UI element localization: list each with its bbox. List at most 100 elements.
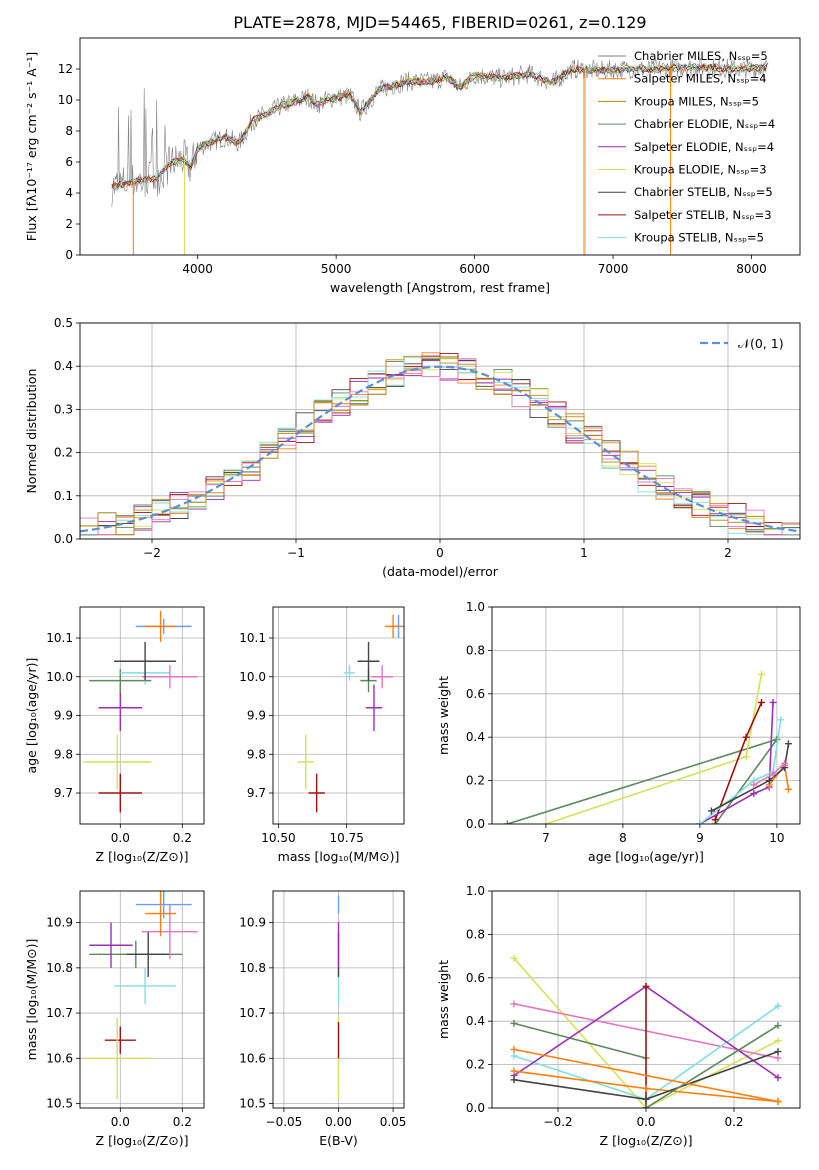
y-tick-label: 2 (65, 217, 73, 231)
legend-label: Salpeter MILES, Nₛₛₚ=4 (634, 72, 767, 86)
series-point-marker (758, 670, 765, 678)
series-point-marker (765, 777, 773, 785)
y-tick-label: 10.9 (46, 916, 73, 930)
y-axis-label: mass weight (436, 676, 451, 755)
histogram-series (80, 358, 800, 539)
series-point-marker (642, 1095, 650, 1103)
legend-label: Chabrier STELIB, Nₛₛₚ=5 (634, 185, 773, 199)
y-axis-label: Normed distribution (24, 369, 39, 494)
y-tick-label: 0.2 (54, 446, 73, 460)
plot-frame (272, 606, 405, 825)
plot-frame (491, 890, 801, 1109)
y-axis-label: Flux [fλ10⁻¹⁷ erg cm⁻² s⁻¹ A⁻¹] (24, 52, 39, 241)
series-line (513, 1022, 647, 1059)
x-tick-label: 2 (724, 546, 732, 560)
x-tick-label: 10.50 (261, 831, 295, 845)
x-tick-label: 8000 (736, 262, 767, 276)
x-tick-label: 9 (696, 831, 704, 845)
series-point-marker (503, 820, 511, 824)
normal-curve (80, 365, 800, 533)
x-axis-label: age [log₁₀(age/yr)] (588, 849, 704, 864)
chart-age_vs_mass: 10.50 10.75 9.7 9.8 9.9 10.0 10.1 mass [log₁₀(M… (239, 606, 405, 864)
series-point-marker (769, 698, 777, 706)
series-point-marker (510, 1019, 518, 1027)
plot-frame (272, 890, 405, 1109)
legend-label: Kroupa MILES, Nₛₛₚ=5 (634, 94, 759, 108)
chart-massweight_vs_Z: −0.2 0.0 0.2 0.0 0.2 0.4 0.6 0.8 1.0 Z [log₁₀(Z/Z… (436, 884, 801, 1148)
y-tick-label: 0 (65, 248, 73, 262)
series-point-marker (642, 1104, 650, 1108)
y-tick-label: 0.0 (466, 1101, 485, 1115)
y-tick-label: 10 (58, 93, 73, 107)
y-tick-label: 0.2 (466, 774, 485, 788)
y-tick-label: 1.0 (466, 884, 485, 898)
y-tick-label: 1.0 (466, 600, 485, 614)
series-point-marker (742, 753, 750, 761)
y-tick-label: 0.5 (54, 316, 73, 330)
series-point-marker (642, 982, 650, 990)
y-tick-label: 9.9 (54, 709, 73, 723)
histogram-series (80, 355, 800, 539)
plot-area (503, 670, 792, 824)
series-point-marker (510, 1052, 518, 1060)
plot-area (83, 891, 198, 1099)
y-tick-label: 10.5 (46, 1096, 73, 1110)
series-point-marker (781, 759, 789, 767)
legend-label: 𝒩(0, 1) (738, 336, 784, 351)
y-tick-label: 0.4 (466, 1014, 485, 1028)
series-point-marker (642, 1084, 650, 1092)
y-tick-label: 0.6 (466, 971, 485, 985)
y-tick-label: 9.8 (247, 747, 266, 761)
series-line (645, 1024, 779, 1108)
series-point-marker (696, 820, 704, 824)
y-tick-label: 0.0 (54, 532, 73, 546)
series-point-marker (711, 816, 719, 824)
figure-title: PLATE=2878, MJD=54465, FIBERID=0261, z=0… (233, 13, 646, 32)
y-tick-label: 10.7 (46, 1006, 73, 1020)
x-tick-label: 0.0 (111, 831, 130, 845)
x-tick-label: 0.0 (111, 1115, 130, 1129)
series-point-marker (784, 785, 792, 793)
x-tick-label: 7000 (598, 262, 629, 276)
x-tick-label: 0.00 (325, 1115, 352, 1129)
series-line (513, 957, 779, 1108)
y-tick-label: 12 (58, 62, 73, 76)
y-tick-label: 9.7 (247, 786, 266, 800)
x-tick-label: 0.2 (173, 1115, 192, 1129)
spectrum-model-line (111, 62, 768, 191)
series-point-marker (774, 1002, 782, 1010)
histogram-series (80, 352, 800, 539)
x-tick-label: 5000 (321, 262, 352, 276)
y-tick-label: 10.0 (239, 670, 266, 684)
y-tick-label: 9.9 (247, 709, 266, 723)
legend-label: Salpeter STELIB, Nₛₛₚ=3 (634, 208, 772, 222)
series-point-marker (777, 716, 785, 724)
series-point-marker (774, 1054, 782, 1062)
series-point-marker (510, 1076, 518, 1084)
x-tick-label: 0.2 (724, 1115, 743, 1129)
plot-frame (79, 890, 205, 1109)
y-tick-label: 6 (65, 155, 73, 169)
chart-spectrum: 4000 5000 6000 7000 8000 0 2 4 6 8 10 12 wavelength … (24, 37, 801, 295)
x-tick-label: 8 (619, 831, 627, 845)
series-line (507, 737, 779, 824)
legend-label: Salpeter ELODIE, Nₛₛₚ=4 (634, 140, 774, 154)
x-axis-label: mass [log₁₀(M/M⊙)] (278, 849, 400, 864)
x-axis-label: wavelength [Angstrom, rest frame] (330, 280, 550, 295)
series-point-marker (510, 954, 518, 962)
legend-label: Chabrier MILES, Nₛₛₚ=5 (634, 49, 768, 63)
y-tick-label: 4 (65, 186, 73, 200)
spectrum-model-line (111, 62, 768, 190)
y-tick-label: 10.5 (239, 1096, 266, 1110)
y-tick-label: 10.6 (46, 1051, 73, 1065)
x-tick-label: 0.05 (380, 1115, 407, 1129)
series-point-marker (774, 1097, 782, 1105)
x-tick-label: 0 (436, 546, 444, 560)
x-tick-label: 1 (580, 546, 588, 560)
series-point-marker (784, 740, 792, 748)
x-tick-label: −0.2 (543, 1115, 572, 1129)
series-point-marker (510, 1045, 518, 1053)
series-line (513, 1048, 779, 1103)
histogram-series (80, 359, 800, 539)
